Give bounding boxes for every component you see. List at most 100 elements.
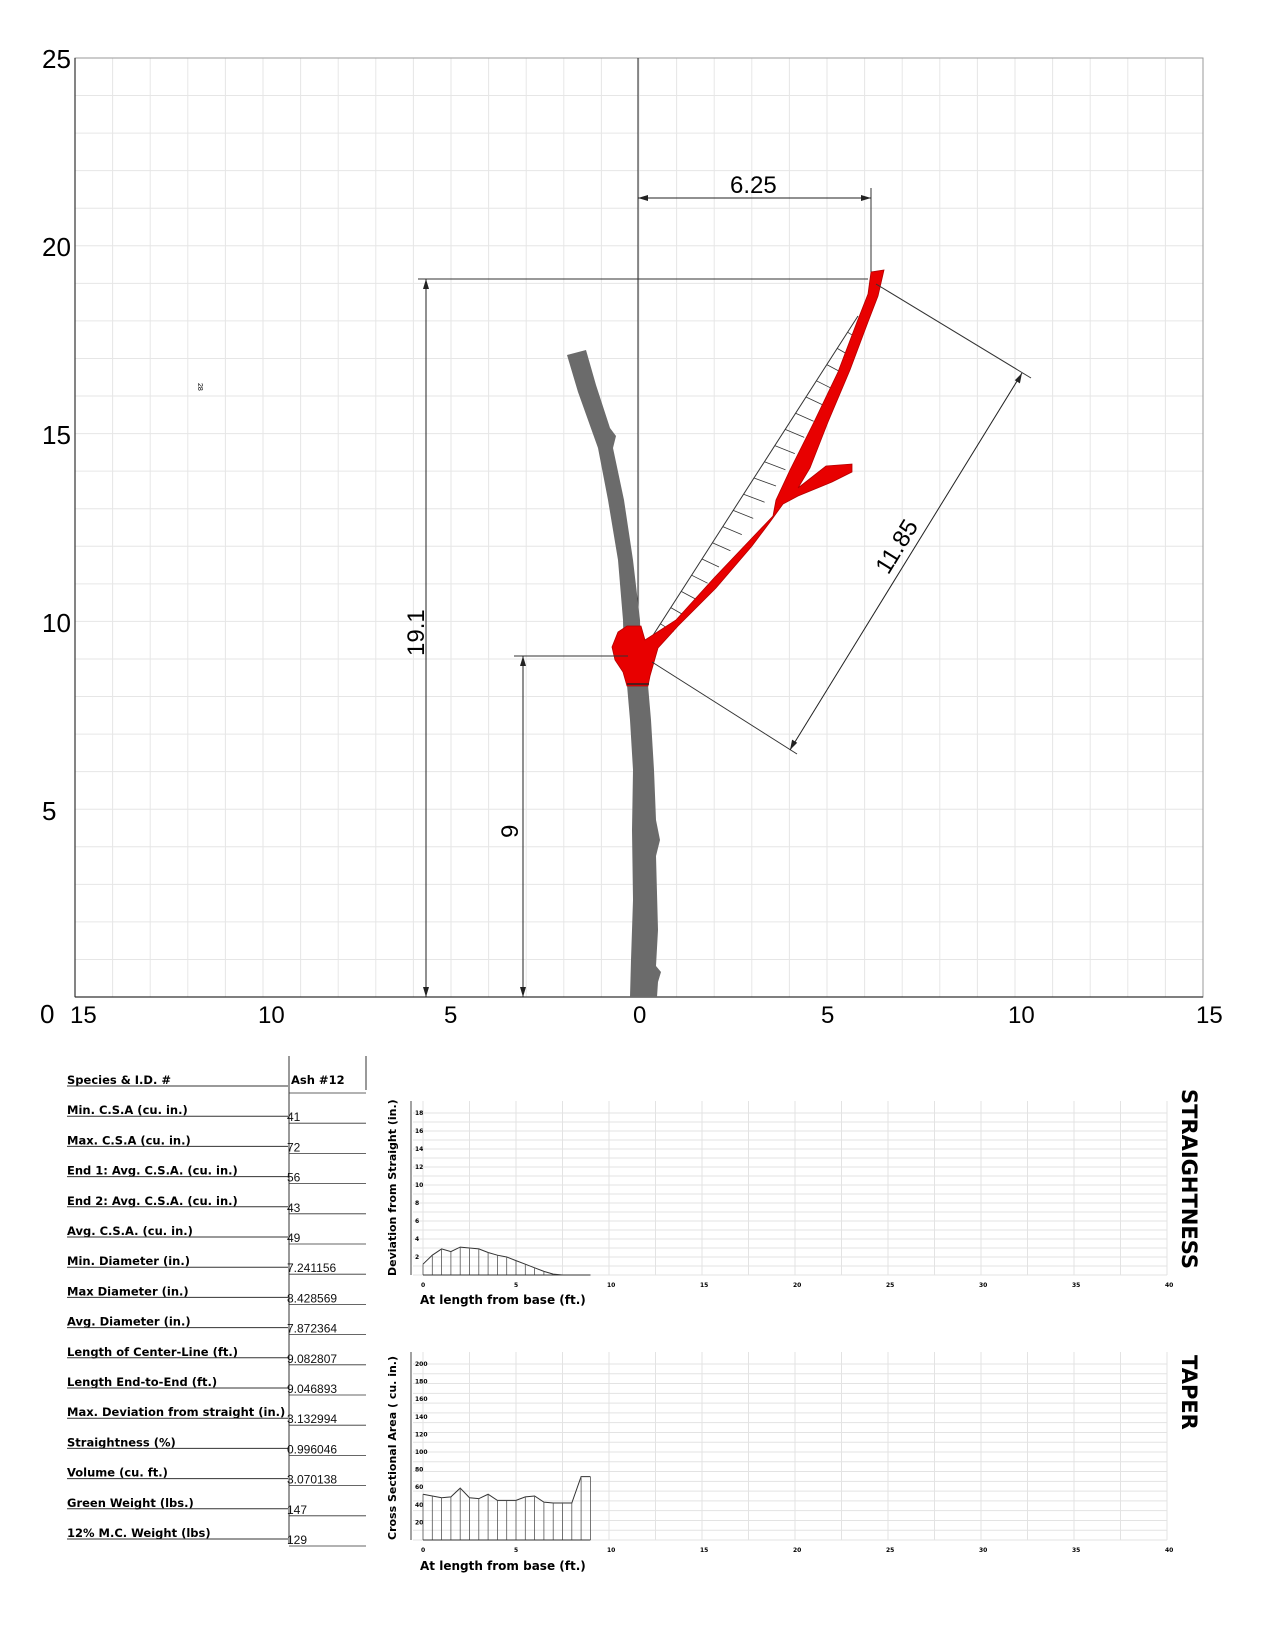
y-tick-label: 18 xyxy=(415,1110,423,1117)
y-tick-label: 12 xyxy=(415,1164,423,1171)
y-tick-label: 14 xyxy=(415,1146,423,1153)
arrowhead xyxy=(638,195,648,201)
arrowhead xyxy=(423,279,429,289)
data-area xyxy=(422,1476,591,1541)
table-row-value: 3.070138 xyxy=(287,1473,337,1487)
log-statistics-table: Species & I.D. # Ash #12 Min. C.S.A (cu. i… xyxy=(67,1056,367,1547)
y-tick-label: 40 xyxy=(415,1502,423,1509)
width-dimension-label: 6.25 xyxy=(730,172,777,199)
x-tick-label: 5 xyxy=(444,1002,457,1029)
y-tick-labels: 2 4 6 8 10 12 14 16 18 xyxy=(415,1110,423,1261)
straightness-chart: 2 4 6 8 10 12 14 16 18 0 5 10 15 20 25 30 35 40 Deviatio… xyxy=(386,1089,1201,1307)
table-row-label: Avg. C.S.A. (cu. in.) xyxy=(67,1224,193,1238)
y-tick-label: 160 xyxy=(415,1396,428,1403)
arrowhead xyxy=(423,987,429,997)
y-tick-label: 15 xyxy=(42,420,71,450)
hatch-line xyxy=(785,429,805,438)
table-row-value: 147 xyxy=(287,1503,307,1517)
y-tick-label: 200 xyxy=(415,1361,428,1368)
y-tick-label: 0 xyxy=(40,999,54,1029)
arrowhead xyxy=(520,656,526,666)
hatch-line xyxy=(764,461,786,471)
height-dimension-label: 19.1 xyxy=(403,609,430,656)
hatch-line xyxy=(691,574,708,584)
y-tick-label: 60 xyxy=(415,1484,423,1491)
x-tick-label: 35 xyxy=(1072,1282,1080,1289)
chart-title: STRAIGHTNESS xyxy=(1177,1089,1201,1269)
table-row-label: Max Diameter (in.) xyxy=(67,1284,189,1298)
hatch-line xyxy=(681,591,697,600)
table-row-value: 7.241156 xyxy=(287,1261,336,1275)
branch-height-dimension-label: 9 xyxy=(497,825,524,838)
table-row-value: 9.082807 xyxy=(287,1352,337,1366)
arrowhead xyxy=(790,739,798,750)
table-row-value: 49 xyxy=(287,1231,301,1245)
x-tick-label: 15 xyxy=(700,1547,708,1554)
x-tick-label: 40 xyxy=(1165,1282,1173,1289)
x-tick-label: 40 xyxy=(1165,1547,1173,1554)
table-row-label: End 2: Avg. C.S.A. (cu. in.) xyxy=(67,1194,238,1208)
y-tick-label: 20 xyxy=(42,232,71,262)
branch-length-dimension-label: 11.85 xyxy=(870,515,924,579)
y-tick-label: 6 xyxy=(415,1218,419,1225)
arrowhead xyxy=(861,195,871,201)
y-tick-label: 100 xyxy=(415,1449,428,1456)
x-tick-label: 35 xyxy=(1072,1547,1080,1554)
x-tick-label: 10 xyxy=(1008,1002,1035,1029)
y-axis-label: Cross Sectional Area ( cu. in.) xyxy=(386,1356,399,1540)
x-tick-label: 15 xyxy=(70,1002,97,1029)
x-tick-label: 25 xyxy=(886,1547,894,1554)
table-row-value: 0.996046 xyxy=(287,1442,337,1456)
x-tick-label: 30 xyxy=(979,1547,987,1554)
data-area xyxy=(422,1246,591,1276)
dim-extension-line xyxy=(875,283,1032,379)
hatch-line xyxy=(712,542,731,552)
branch-chord-line xyxy=(649,315,859,641)
trunk-upper xyxy=(567,350,641,660)
table-row-label: Min. Diameter (in.) xyxy=(67,1254,190,1268)
x-tick-label: 15 xyxy=(700,1282,708,1289)
branch-length-dimension-line xyxy=(789,372,1023,751)
x-tick-label: 5 xyxy=(514,1282,518,1289)
hatch-line xyxy=(701,558,720,568)
selected-branch xyxy=(611,269,885,687)
x-axis-label: At length from base (ft.) xyxy=(420,1559,586,1573)
data-line xyxy=(422,1476,591,1504)
chart-grid xyxy=(410,1352,1168,1541)
arrowhead xyxy=(1014,373,1022,384)
y-tick-label: 20 xyxy=(415,1519,423,1526)
table-row-value: 3.132994 xyxy=(287,1412,337,1426)
table-row-value: 72 xyxy=(287,1140,301,1154)
x-tick-label: 20 xyxy=(793,1547,801,1554)
y-tick-label: 5 xyxy=(42,796,56,826)
table-row-label: End 1: Avg. C.S.A. (cu. in.) xyxy=(67,1164,238,1178)
x-tick-label: 0 xyxy=(421,1547,425,1554)
hatch-line xyxy=(816,380,833,390)
table-row-value: 129 xyxy=(287,1533,307,1547)
y-tick-label: 10 xyxy=(42,608,71,638)
y-tick-labels: 20 40 60 80 100 120 140 160 180 200 xyxy=(415,1361,428,1526)
y-tick-label: 16 xyxy=(415,1128,423,1135)
x-tick-label: 10 xyxy=(607,1282,615,1289)
hatch-line xyxy=(722,526,742,535)
x-tick-label: 5 xyxy=(514,1547,518,1554)
table-row-label: Straightness (%) xyxy=(67,1435,176,1449)
y-tick-label: 8 xyxy=(415,1200,419,1207)
hatch-line xyxy=(743,493,765,503)
table-row-label: Max. C.S.A (cu. in.) xyxy=(67,1133,191,1147)
table-row-value: 43 xyxy=(287,1201,301,1215)
y-axis-label: Deviation from Straight (in.) xyxy=(386,1099,399,1276)
x-tick-label: 0 xyxy=(421,1282,425,1289)
y-tick-label: 25 xyxy=(42,44,71,74)
table-row-label: Length of Center-Line (ft.) xyxy=(67,1345,238,1359)
hatch-line xyxy=(733,510,754,519)
taper-chart: 20 40 60 80 100 120 140 160 180 200 0 5 10 15 20 25 30 3… xyxy=(386,1352,1201,1573)
table-row-value: Ash #12 xyxy=(291,1073,345,1087)
dim-extension-line xyxy=(651,661,798,755)
hatch-line xyxy=(795,412,814,422)
x-tick-labels: 0 5 10 15 20 25 30 35 40 xyxy=(421,1282,1173,1289)
arrowhead xyxy=(520,987,526,997)
chart-grid xyxy=(410,1101,1168,1276)
table-row-label: Species & I.D. # xyxy=(67,1073,171,1087)
